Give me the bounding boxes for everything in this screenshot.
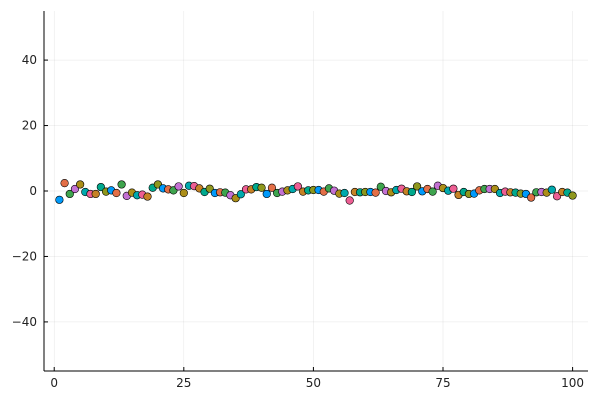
- grid-lines: [44, 11, 588, 371]
- data-point: [70, 184, 80, 194]
- y-tick-label: 20: [22, 119, 37, 133]
- axes: [43, 11, 588, 372]
- data-point: [547, 185, 556, 194]
- y-tick-label: 0: [29, 184, 37, 198]
- data-point: [117, 180, 126, 189]
- y-tick-label: −20: [12, 249, 37, 263]
- data-point: [65, 189, 74, 199]
- data-point: [449, 184, 458, 193]
- data-point: [428, 187, 437, 196]
- data-point: [262, 189, 271, 199]
- data-point: [345, 196, 354, 205]
- x-tick-label: 100: [561, 376, 584, 390]
- data-point: [236, 190, 245, 199]
- tick-labels: 0 25 50 75 100 −40 −20 0 20 40: [12, 53, 584, 390]
- data-point: [293, 182, 302, 191]
- data-point: [96, 182, 105, 192]
- x-tick-label: 0: [50, 376, 58, 390]
- data-point: [112, 188, 121, 198]
- data-point: [76, 180, 85, 189]
- data-point: [340, 188, 349, 198]
- data-point: [267, 183, 277, 192]
- x-tick-label: 25: [176, 376, 191, 390]
- data-point: [179, 188, 188, 198]
- data-points: [55, 179, 577, 205]
- y-tick-label: −40: [12, 315, 37, 329]
- x-tick-label: 75: [435, 376, 450, 390]
- x-tick-label: 50: [306, 376, 321, 390]
- data-point: [91, 189, 100, 199]
- data-point: [407, 187, 417, 197]
- data-point: [60, 179, 69, 188]
- data-point: [412, 182, 422, 191]
- data-point: [174, 182, 183, 191]
- data-point: [527, 193, 536, 202]
- data-point: [55, 195, 64, 204]
- data-point: [568, 191, 577, 200]
- data-point: [257, 183, 266, 192]
- data-point: [371, 188, 380, 197]
- y-tick-label: 40: [22, 53, 37, 67]
- data-point: [143, 192, 152, 201]
